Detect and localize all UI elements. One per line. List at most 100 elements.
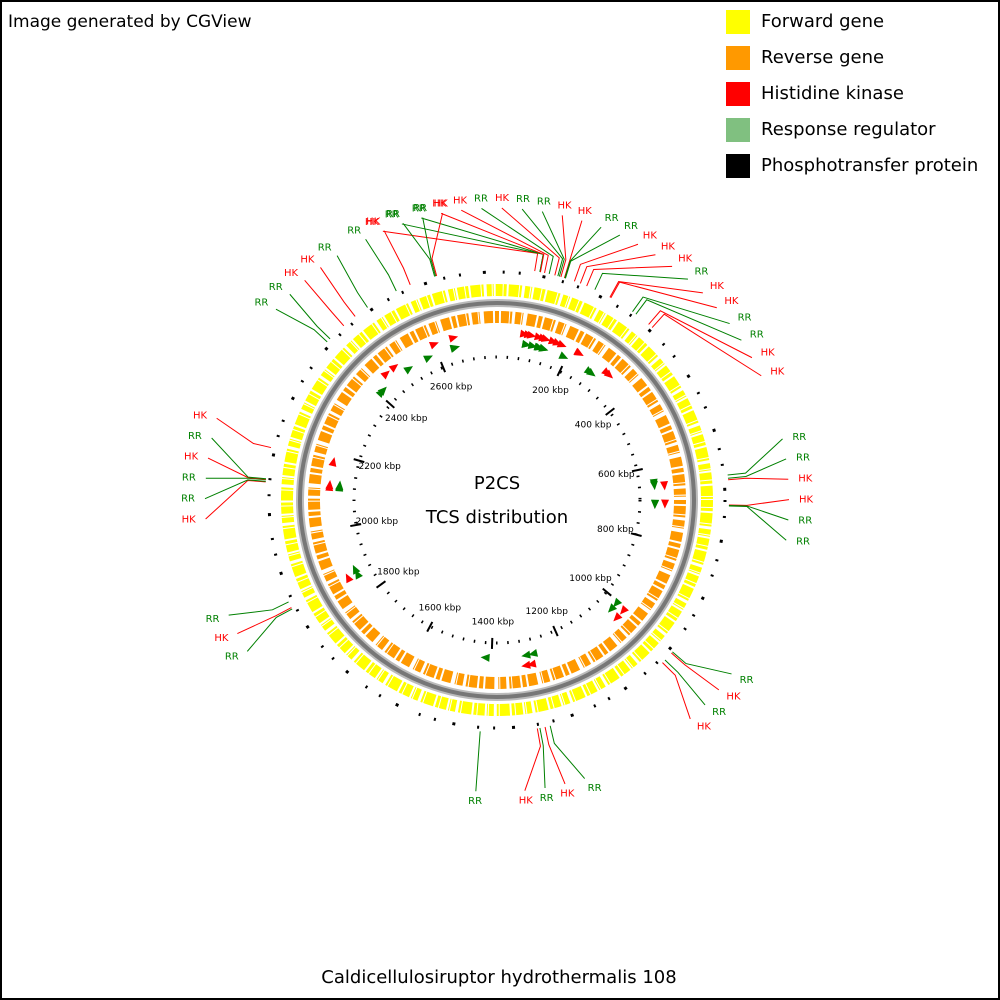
major-tick [630, 532, 642, 537]
callout-label: HK [182, 515, 197, 526]
legend-swatch [726, 10, 750, 34]
callout-line [289, 293, 331, 340]
gene-marker [352, 564, 361, 575]
callout-line [365, 238, 397, 292]
callout-line [594, 272, 688, 290]
callout-label: HK [366, 216, 381, 227]
callout-label: RR [792, 432, 806, 443]
tick-label: 1800 kbp [377, 567, 420, 577]
callout-line [521, 208, 564, 277]
gene-marker [556, 339, 567, 348]
tick-label: 200 kbp [532, 386, 569, 396]
callout-label: RR [468, 796, 482, 807]
callout-line [727, 438, 783, 476]
callout-label: HK [761, 348, 776, 359]
callout-line [563, 220, 583, 279]
callout-line [402, 223, 436, 277]
callout-label: HK [643, 231, 658, 242]
callout-label: HK [434, 198, 449, 209]
callout-label: RR [225, 652, 239, 663]
gene-marker [428, 341, 439, 350]
callout-label: RR [694, 267, 708, 278]
callout-line [501, 207, 560, 276]
gene-marker [538, 344, 549, 352]
callout-line [237, 607, 292, 635]
callout-label: HK [519, 796, 534, 807]
gene-marker [603, 369, 614, 379]
callout-label: RR [474, 193, 488, 204]
tick-label: 2600 kbp [430, 382, 473, 392]
legend-label: Histidine kinase [761, 83, 904, 104]
callout-line [727, 458, 787, 479]
gene-marker [619, 605, 629, 615]
callout-line [211, 437, 267, 480]
callout-line [662, 662, 691, 720]
callout-line [539, 727, 546, 789]
phosphotransfer-ring [267, 270, 727, 730]
callout-label: HK [193, 410, 208, 421]
gene-marker [521, 650, 531, 659]
callout-label: HK [214, 633, 229, 644]
major-tick [552, 625, 559, 637]
gene-marker [345, 573, 354, 584]
gene-marker [651, 500, 660, 510]
legend-label: Response regulator [761, 119, 936, 140]
major-tick [385, 399, 395, 409]
callout-label: HK [724, 296, 739, 307]
callout-line [610, 281, 717, 309]
callout-line [461, 209, 549, 274]
callout-label: RR [182, 473, 196, 484]
major-tick [375, 580, 387, 589]
callout-label: RR [796, 453, 810, 464]
callout-line [541, 211, 565, 277]
callout-label: HK [697, 721, 712, 732]
callout-line [383, 230, 411, 286]
gene-marker [649, 480, 658, 491]
callout-line [609, 281, 703, 298]
gene-marker [528, 648, 539, 657]
callout-line [549, 725, 586, 779]
callout-line [320, 267, 356, 317]
gene-marker [540, 334, 551, 342]
callout-line [651, 313, 762, 377]
callout-label: HK [726, 691, 741, 702]
callout-line [524, 728, 541, 791]
legend-label: Forward gene [761, 11, 884, 32]
gene-marker [335, 480, 344, 490]
callout-line [481, 207, 554, 275]
callout-label: HK [678, 253, 693, 264]
callout-label: HK [365, 217, 380, 228]
callout-label: RR [269, 282, 283, 293]
callout-line [304, 279, 345, 327]
callout-label: HK [560, 789, 575, 800]
callout-label: HK [770, 366, 785, 377]
gene-marker [480, 653, 490, 662]
callout-label: RR [318, 242, 332, 253]
callout-line [671, 652, 720, 691]
major-tick [631, 467, 643, 473]
minor-ticks [352, 355, 642, 645]
gene-marker [325, 479, 334, 490]
tick-label: 1200 kbp [526, 607, 569, 617]
callout-line [664, 659, 706, 706]
callout-line [648, 310, 753, 359]
major-tick [350, 523, 362, 528]
callout-label: RR [624, 221, 638, 232]
callout-label: HK [799, 495, 814, 506]
callout-line [204, 479, 266, 500]
gene-marker [328, 457, 337, 467]
callout-label: RR [540, 793, 554, 804]
callout-label: RR [750, 330, 764, 341]
tick-label: 2200 kbp [358, 462, 401, 472]
tick-label: 2000 kbp [356, 517, 399, 527]
legend-swatch [726, 154, 750, 178]
callout-label: RR [537, 197, 551, 208]
tick-label: 2400 kbp [385, 414, 428, 424]
callout-label: RR [738, 312, 752, 323]
callout-line [586, 265, 673, 287]
gene-marker [377, 386, 387, 396]
forward-gene-ring [281, 284, 713, 716]
callout-label: HK [284, 268, 299, 279]
legend-label: Phosphotransfer protein [761, 155, 978, 176]
